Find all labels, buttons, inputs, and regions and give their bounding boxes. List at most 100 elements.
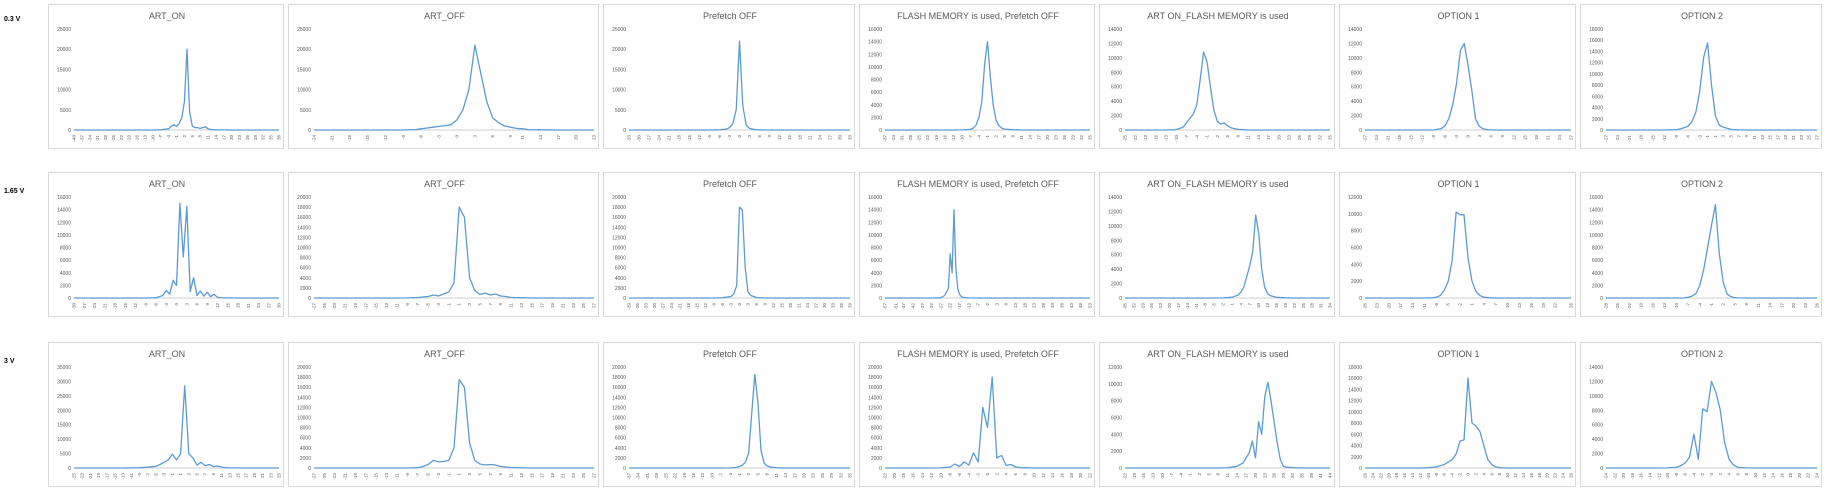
x-tick-label: 14 [1050, 473, 1055, 479]
chart-title: OPTION 2 [1681, 349, 1723, 359]
x-tick-label: 15 [1768, 135, 1773, 141]
x-tick-label: 8 [1744, 303, 1749, 306]
x-tick-label: -16 [1402, 473, 1407, 480]
x-tick-label: 4 [1727, 473, 1732, 476]
x-tick-label: 30 [277, 303, 282, 309]
y-tick-label: 4000 [615, 446, 626, 452]
x-tick-label: -1 [1709, 303, 1714, 307]
chart-title: ART ON_FLASH MEMORY is used [1147, 349, 1288, 359]
y-tick-label: 4000 [871, 271, 882, 277]
x-tick-label: 11 [1756, 303, 1761, 308]
y-tick-label: 12000 [297, 405, 311, 411]
x-tick-label: 48 [1078, 303, 1083, 309]
x-tick-label: -18 [686, 303, 691, 310]
x-tick-label: 5 [1729, 135, 1734, 138]
x-tick-label: 20 [1253, 473, 1258, 479]
x-tick-label: 5 [1732, 303, 1737, 306]
x-tick-label: 26 [1297, 135, 1302, 141]
y-tick-label: 20000 [612, 195, 626, 201]
y-tick-label: 8000 [871, 246, 882, 252]
y-tick-label: 6000 [1111, 85, 1122, 91]
y-tick-label: 0 [308, 296, 311, 302]
y-tick-label: 8000 [1111, 238, 1122, 244]
x-tick-label: -22 [1133, 135, 1138, 142]
x-tick-label: 11 [509, 473, 514, 478]
x-tick-label: 8 [1216, 473, 1221, 476]
x-tick-label: 13 [519, 473, 524, 479]
x-tick-label: -6 [1686, 135, 1691, 139]
x-tick-label: 8 [1011, 135, 1016, 138]
y-tick-label: 8000 [1351, 421, 1362, 427]
x-tick-label: -18 [677, 135, 682, 142]
x-tick-label: -2 [976, 473, 981, 477]
x-tick-label: -6 [957, 473, 962, 477]
x-tick-label: -7 [1184, 135, 1189, 139]
series-line [314, 206, 594, 299]
y-tick-label: 5000 [60, 452, 71, 458]
chart-panel: Prefetch OFF 0 2000 4000 6000 8000 10000 12000 1… [603, 172, 855, 317]
x-tick-label: 39 [848, 303, 853, 309]
chart-svg: OPTION 2 0 2000 4000 6000 8000 10000 12000 14000… [1589, 349, 1819, 480]
y-tick-label: 2000 [1111, 114, 1122, 120]
x-tick-label: 0 [174, 303, 179, 306]
x-tick-label: -18 [901, 473, 906, 480]
x-tick-label: -3 [1454, 135, 1459, 139]
x-tick-label: 27 [592, 303, 597, 309]
y-tick-label: 0 [879, 296, 882, 302]
y-tick-label: 6000 [1592, 423, 1603, 429]
x-tick-label: 26 [1569, 303, 1574, 309]
x-tick-label: 41 [1318, 473, 1323, 479]
x-tick-label: -16 [1141, 473, 1146, 480]
x-tick-label: -13 [1164, 135, 1169, 142]
x-tick-label: 3 [184, 303, 189, 306]
y-tick-label: 8000 [1592, 246, 1603, 252]
x-tick-label: 5 [1206, 473, 1211, 476]
x-tick-label: 17 [556, 135, 561, 141]
x-tick-label: 29 [253, 135, 258, 141]
x-tick-label: -15 [374, 303, 379, 310]
x-tick-label: -1 [737, 473, 742, 477]
x-tick-label: -10 [709, 473, 714, 480]
y-tick-label: 0 [1359, 296, 1362, 302]
y-tick-label: 2000 [1111, 282, 1122, 288]
chart-title: ART_OFF [424, 179, 465, 189]
x-tick-label: -6 [154, 303, 159, 307]
x-tick-label: 2 [994, 473, 999, 476]
x-tick-label: 32 [1290, 473, 1295, 479]
x-tick-label: 26 [820, 473, 825, 479]
x-tick-label: 5 [190, 135, 195, 138]
x-tick-label: 23 [1032, 303, 1037, 309]
x-tick-label: -22 [1123, 473, 1128, 480]
x-tick-label: -21 [102, 303, 107, 310]
y-tick-label: 2000 [615, 286, 626, 292]
x-tick-label: -5 [1446, 303, 1451, 307]
x-tick-label: 38 [277, 135, 282, 141]
x-tick-label: -2 [1700, 473, 1705, 477]
x-tick-label: 9 [1500, 135, 1505, 138]
x-tick-label: -24 [1370, 473, 1375, 480]
x-tick-label: 53 [1088, 303, 1093, 309]
x-tick-label: -28 [908, 135, 913, 142]
y-tick-label: 12000 [612, 235, 626, 241]
x-tick-label: 24 [1557, 135, 1562, 141]
y-tick-label: 14000 [1348, 27, 1362, 33]
x-tick-label: -25 [1123, 135, 1128, 142]
y-tick-label: 0 [1359, 128, 1362, 134]
x-tick-label: -9 [405, 473, 410, 477]
y-tick-label: 10000 [297, 88, 311, 94]
x-tick-label: -8 [948, 473, 953, 477]
y-tick-label: 18000 [297, 205, 311, 211]
x-tick-label: -21 [88, 473, 93, 480]
chart-title: ART_ON [149, 179, 185, 189]
y-tick-label: 4000 [1111, 432, 1122, 438]
x-tick-label: 16 [1060, 473, 1065, 479]
chart-svg: OPTION 2 0 2000 4000 6000 8000 10000 12000 14000… [1589, 11, 1819, 142]
x-tick-label: 38 [1309, 473, 1314, 479]
x-tick-label: -3 [162, 473, 167, 477]
x-tick-label: -28 [654, 473, 659, 480]
x-tick-label: -1 [446, 473, 451, 477]
x-tick-label: -32 [929, 303, 934, 310]
x-tick-label: 24 [256, 303, 261, 309]
x-tick-label: -20 [892, 473, 897, 480]
x-tick-label: -17 [363, 473, 368, 480]
